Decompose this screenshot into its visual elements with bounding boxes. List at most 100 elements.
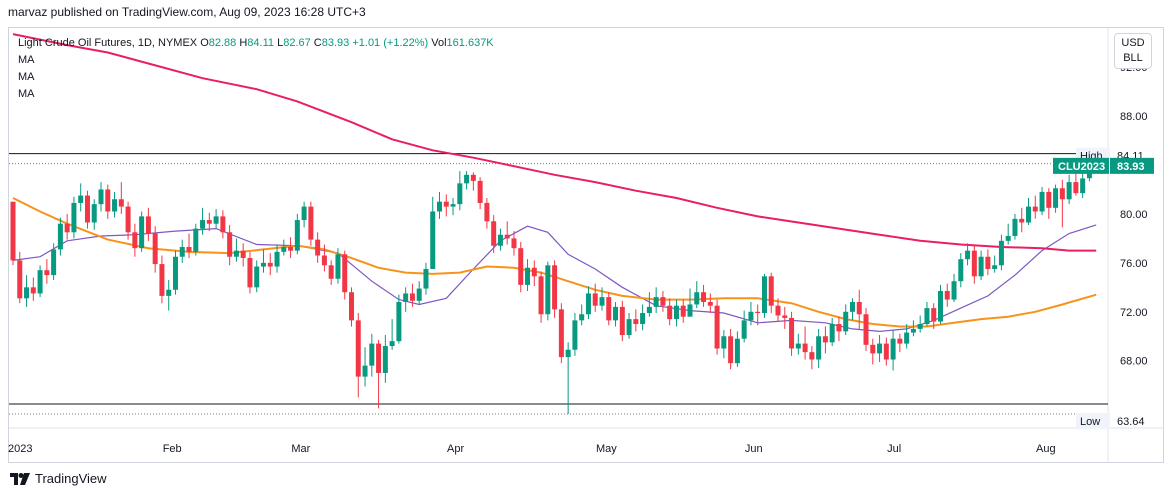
candle-body-61	[423, 268, 429, 289]
legend-change-value: +1.01 (+1.22%)	[352, 37, 429, 49]
candle-body-24	[172, 256, 178, 290]
candle-body-94	[646, 306, 652, 314]
candle-body-107	[734, 338, 740, 364]
candle-body-145	[992, 265, 998, 269]
candle-body-9	[71, 202, 77, 233]
candle-body-7	[57, 223, 63, 250]
legend-volume-label: Vol	[431, 37, 447, 49]
tradingview-logo[interactable]: TradingView	[10, 471, 107, 486]
candle-body-5	[44, 270, 50, 276]
candles-group	[10, 163, 1092, 415]
candle-body-125	[856, 302, 862, 315]
candle-body-80	[552, 265, 558, 310]
candle-body-138	[944, 290, 950, 300]
y-tick-label-3: 76.00	[1120, 258, 1148, 270]
candle-body-52	[362, 365, 368, 377]
candle-body-151	[1032, 206, 1038, 212]
candle-body-147	[1005, 235, 1011, 241]
candle-body-6	[51, 249, 57, 276]
candle-body-110	[755, 311, 761, 314]
candle-body-11	[84, 195, 90, 223]
candle-body-65	[450, 204, 456, 207]
candle-body-10	[78, 195, 84, 203]
candle-body-109	[748, 311, 754, 321]
candle-body-112	[768, 276, 774, 306]
candle-body-62	[430, 211, 436, 269]
legend-ma-2[interactable]: MA	[18, 71, 35, 83]
candle-body-142	[971, 250, 977, 277]
candle-body-92	[633, 319, 639, 325]
candle-body-19	[139, 216, 145, 249]
low-badge-label: Low	[1080, 416, 1100, 428]
candle-body-2	[24, 287, 30, 299]
publisher-caption: marvaz published on TradingView.com, Aug…	[8, 5, 366, 19]
candle-body-144	[985, 256, 991, 269]
candle-body-44	[308, 206, 314, 240]
last-price-symbol-bg	[1053, 157, 1109, 174]
candle-body-67	[464, 174, 470, 184]
candle-body-95	[653, 297, 659, 307]
candle-body-101	[694, 292, 700, 305]
legend-ma-3[interactable]: MA	[18, 88, 35, 100]
candle-body-154	[1053, 188, 1059, 208]
candle-body-81	[558, 309, 564, 358]
candle-body-59	[409, 293, 415, 301]
candle-body-126	[863, 314, 869, 345]
y-tick-label-4: 72.00	[1120, 307, 1148, 319]
candle-body-23	[166, 289, 172, 296]
candle-body-40	[281, 246, 287, 252]
last-price-value: 83.93	[1117, 161, 1145, 173]
x-tick-label-mar: Mar	[291, 443, 310, 455]
x-tick-label-jul: Jul	[887, 443, 901, 455]
candle-body-122	[836, 324, 842, 332]
candle-body-29	[206, 220, 212, 224]
candle-body-22	[159, 264, 165, 296]
candle-body-20	[145, 216, 151, 234]
candle-body-39	[274, 251, 280, 267]
candle-body-21	[152, 233, 158, 265]
candle-body-120	[822, 336, 828, 343]
candle-body-60	[416, 288, 422, 301]
legend-symbol: Light Crude Oil Futures, 1D, NYMEX	[18, 37, 198, 49]
y-tick-label-2: 80.00	[1120, 209, 1148, 221]
chart-legend: Light Crude Oil Futures, 1D, NYMEX O82.8…	[18, 35, 494, 103]
footer-brand: TradingView	[35, 471, 107, 486]
candle-body-155	[1059, 188, 1065, 200]
candle-body-51	[355, 320, 361, 377]
candle-body-118	[809, 352, 815, 360]
candle-body-82	[565, 349, 571, 358]
candle-body-98	[673, 305, 679, 320]
candle-body-114	[782, 315, 788, 318]
candle-body-77	[531, 267, 537, 277]
candle-body-103	[707, 302, 713, 306]
candle-body-116	[795, 343, 801, 349]
candle-body-117	[802, 343, 808, 353]
candle-body-113	[775, 305, 781, 316]
candle-body-100	[687, 304, 693, 317]
candle-body-119	[816, 336, 822, 360]
candle-body-76	[525, 267, 531, 285]
last-price-symbol: CLU2023	[1058, 161, 1105, 173]
candle-body-156	[1066, 182, 1072, 200]
candle-body-26	[186, 246, 192, 252]
candle-body-43	[301, 206, 307, 221]
legend-close-value: 83.93	[321, 37, 350, 49]
candle-body-129	[883, 343, 889, 360]
candle-body-71	[491, 221, 497, 246]
candle-body-143	[978, 256, 984, 277]
candle-body-136	[931, 308, 937, 322]
candle-body-131	[897, 338, 903, 344]
low-badge-value: 63.64	[1117, 416, 1145, 428]
legend-low-label: L	[277, 37, 284, 49]
last-price-value-bg	[1110, 157, 1154, 174]
legend-ma-1[interactable]: MA	[18, 54, 35, 66]
candle-body-99	[680, 305, 686, 317]
candle-body-25	[179, 246, 185, 257]
candle-body-96	[660, 297, 666, 306]
candle-body-37	[260, 262, 266, 267]
currency-unit-button[interactable]: USD BLL	[1114, 33, 1152, 69]
candle-body-74	[511, 238, 517, 249]
candle-body-68	[470, 174, 476, 181]
candle-body-91	[626, 319, 632, 336]
